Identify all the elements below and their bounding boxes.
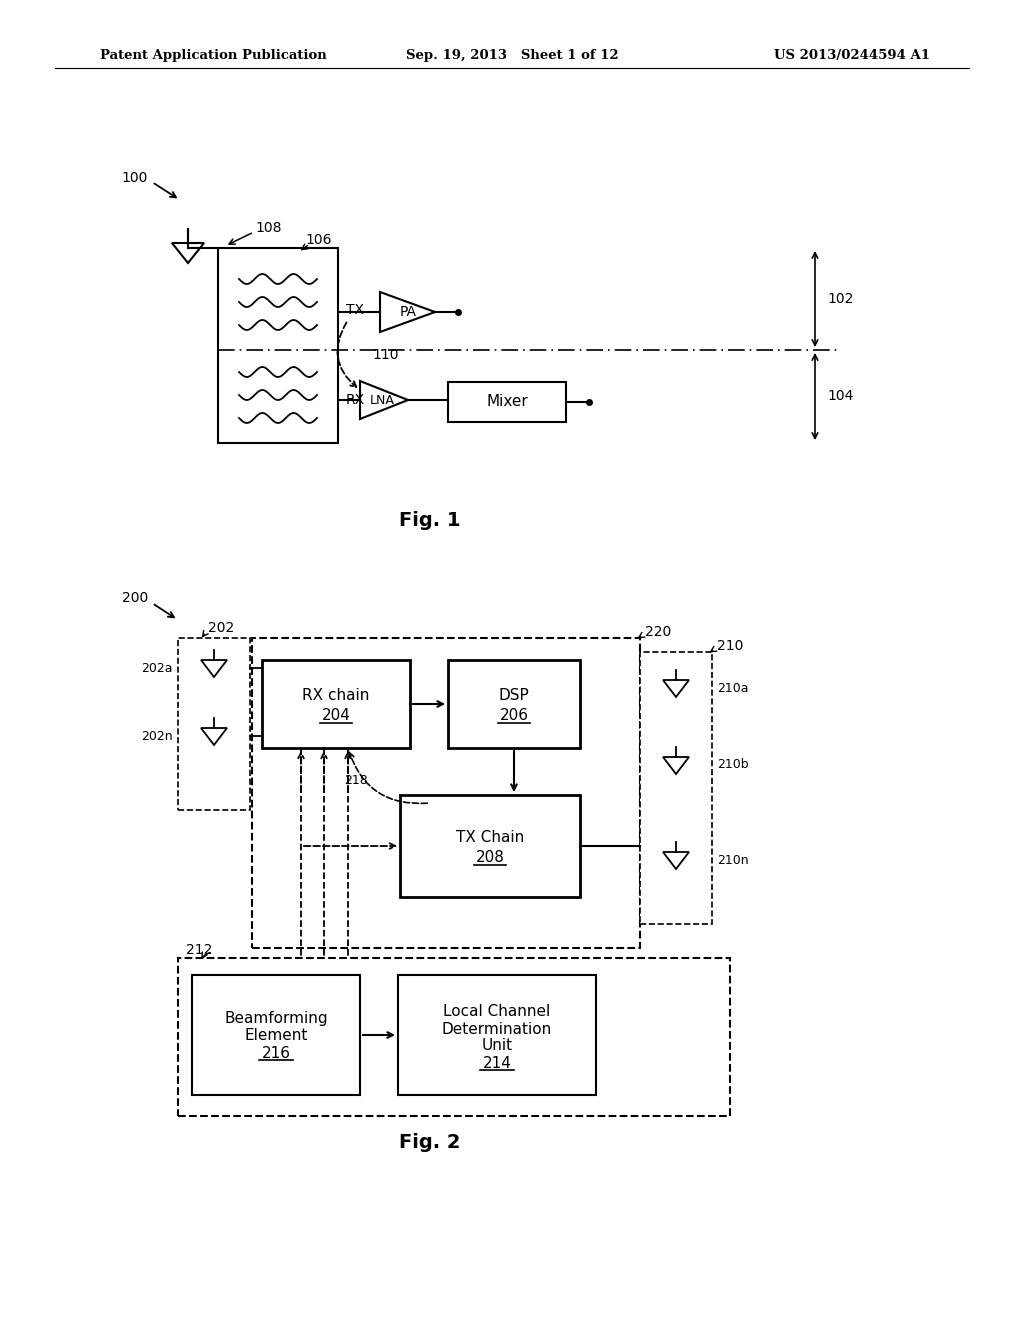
Text: 104: 104 [827, 389, 853, 404]
Bar [398, 975, 596, 1096]
Text: RX: RX [346, 393, 366, 407]
Text: Patent Application Publication: Patent Application Publication [100, 49, 327, 62]
Bar [178, 958, 730, 1115]
Text: 220: 220 [645, 624, 672, 639]
Text: DSP: DSP [499, 689, 529, 704]
Text: 202: 202 [208, 620, 234, 635]
Bar [640, 652, 712, 924]
Text: 202n: 202n [141, 730, 173, 742]
Text: 102: 102 [827, 292, 853, 306]
Text: 110: 110 [372, 348, 398, 362]
Text: US 2013/0244594 A1: US 2013/0244594 A1 [774, 49, 930, 62]
Text: 210n: 210n [717, 854, 749, 866]
Text: 210: 210 [717, 639, 743, 653]
Bar [193, 975, 360, 1096]
Text: 100: 100 [122, 172, 148, 185]
Text: 208: 208 [475, 850, 505, 866]
Text: Beamforming: Beamforming [224, 1011, 328, 1027]
Bar [178, 638, 250, 810]
Text: 206: 206 [500, 709, 528, 723]
Text: TX Chain: TX Chain [456, 830, 524, 846]
Text: Fig. 2: Fig. 2 [399, 1133, 461, 1151]
Text: TX: TX [346, 304, 364, 317]
Text: 212: 212 [186, 942, 212, 957]
Text: PA: PA [399, 305, 417, 319]
Bar [218, 248, 338, 444]
Bar [400, 795, 580, 898]
Bar [449, 660, 580, 748]
Text: Determination: Determination [442, 1022, 552, 1036]
Text: Local Channel: Local Channel [443, 1003, 551, 1019]
Bar [262, 660, 410, 748]
Text: LNA: LNA [370, 393, 394, 407]
Text: 218: 218 [344, 774, 368, 787]
Text: 210a: 210a [717, 681, 749, 694]
Text: 204: 204 [322, 709, 350, 723]
Text: Element: Element [245, 1027, 307, 1043]
Text: 214: 214 [482, 1056, 511, 1071]
Text: 108: 108 [255, 220, 282, 235]
Text: Sep. 19, 2013   Sheet 1 of 12: Sep. 19, 2013 Sheet 1 of 12 [406, 49, 618, 62]
Text: 200: 200 [122, 591, 148, 605]
Text: Mixer: Mixer [486, 395, 528, 409]
Text: 106: 106 [305, 234, 332, 247]
Text: Fig. 1: Fig. 1 [399, 511, 461, 529]
Text: 216: 216 [261, 1045, 291, 1060]
Bar [252, 638, 640, 948]
Text: 202a: 202a [141, 661, 173, 675]
Text: Unit: Unit [481, 1038, 513, 1052]
Text: RX chain: RX chain [302, 689, 370, 704]
Bar [449, 381, 566, 422]
Text: 210b: 210b [717, 758, 749, 771]
